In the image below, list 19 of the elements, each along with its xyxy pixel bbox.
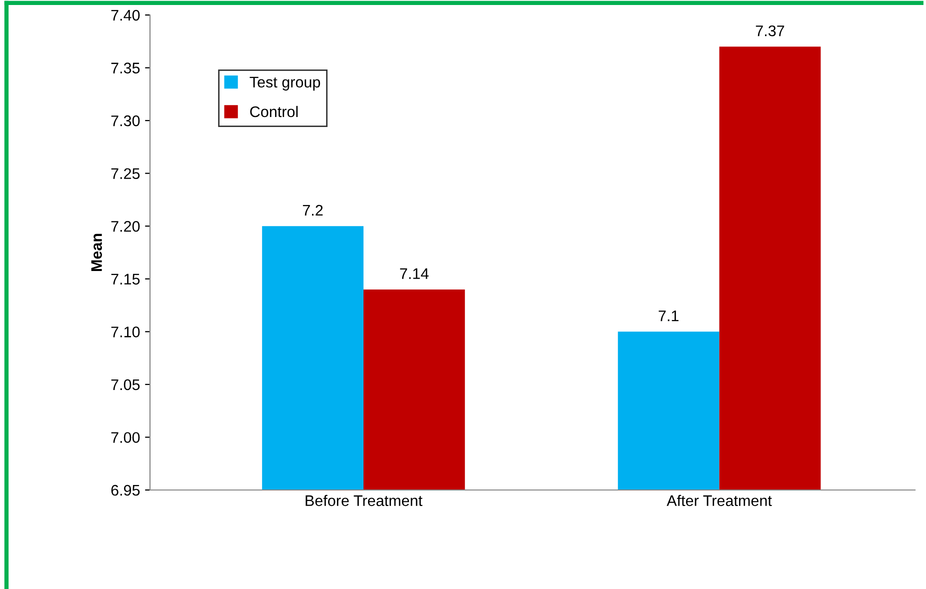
y-tick-label: 7.40	[111, 10, 140, 21]
y-tick-label: 7.25	[111, 168, 140, 180]
y-tick-label: 7.10	[111, 326, 140, 338]
y-tick-label: 7.00	[111, 432, 140, 443]
y-tick-label: 7.30	[111, 115, 140, 126]
data-label: 7.14	[400, 268, 429, 279]
legend-label: Control	[250, 106, 298, 118]
data-label: 7.2	[302, 204, 323, 216]
y-tick-label: 7.35	[111, 62, 140, 74]
y-tick-label: 7.05	[111, 379, 140, 390]
y-tick-label: 6.95	[111, 484, 140, 496]
y-axis-title: Mean	[91, 234, 102, 272]
y-tick-label: 7.15	[111, 274, 140, 285]
x-tick-label: After Treatment	[666, 494, 772, 506]
data-label: 7.37	[756, 25, 784, 36]
x-tick-label: Before Treatment	[306, 494, 422, 506]
data-label: 7.1	[658, 310, 678, 322]
legend-label: Test group	[250, 76, 320, 91]
y-tick-label: 7.20	[111, 220, 140, 232]
